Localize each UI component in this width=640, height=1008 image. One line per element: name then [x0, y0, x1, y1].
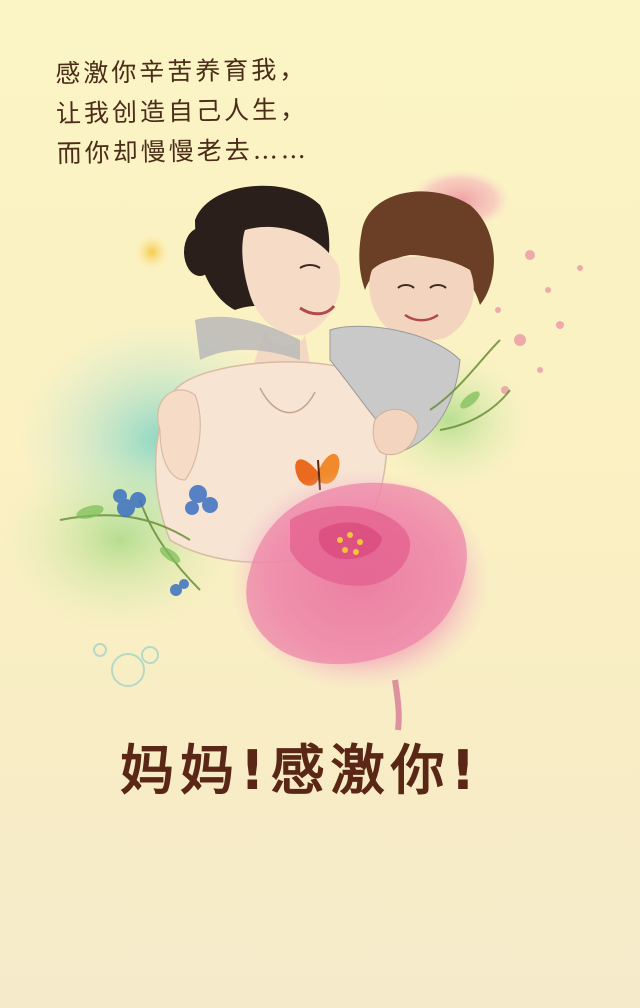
peony-flower-icon: [230, 470, 490, 731]
blue-flower-icon: [113, 485, 218, 596]
poem-line-2: 让我创造自己人生，: [55, 94, 309, 129]
poem-line-1: 感激你辛苦养育我，: [55, 54, 308, 89]
mother-child-illustration: [0, 170, 583, 731]
headline: 妈妈!感激你!: [120, 739, 482, 802]
poem-text: 感激你辛苦养育我， 让我创造自己人生， 而你却慢慢老去……: [55, 50, 309, 174]
